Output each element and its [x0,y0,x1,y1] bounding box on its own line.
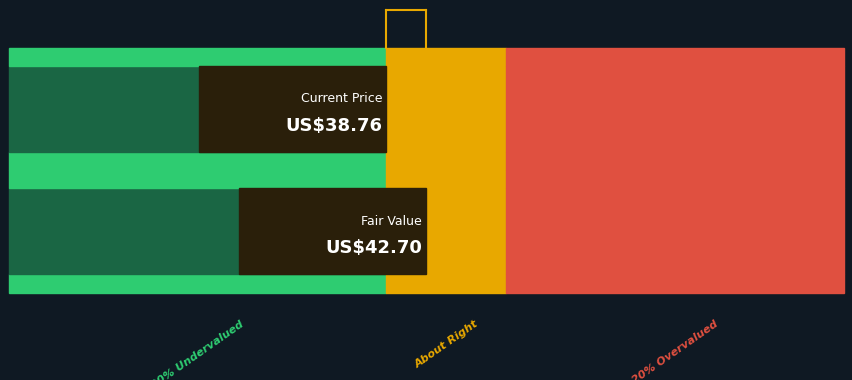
Text: 20% Undervalued: 20% Undervalued [149,319,245,380]
Bar [386,188,505,274]
Bar [386,152,505,170]
Bar [239,188,426,274]
Text: US$38.76: US$38.76 [285,117,382,135]
Bar [9,48,386,66]
Bar [386,274,505,293]
Text: US$42.70: US$42.70 [325,239,422,258]
Bar [9,152,386,170]
Bar [505,274,843,293]
Bar [386,48,505,66]
Bar [386,66,505,152]
Text: About Right: About Right [412,319,479,370]
Bar [9,66,386,152]
Bar [386,170,505,188]
Text: Fair Value: Fair Value [361,215,422,228]
Bar [505,170,843,188]
Bar [505,188,843,274]
Text: Current Price: Current Price [300,92,382,105]
Bar [505,48,843,66]
Bar [505,152,843,170]
Bar [9,274,386,293]
Bar [199,66,386,152]
Bar [505,66,843,152]
Bar [9,188,386,274]
Bar [9,170,386,188]
Text: 20% Overvalued: 20% Overvalued [630,319,719,380]
